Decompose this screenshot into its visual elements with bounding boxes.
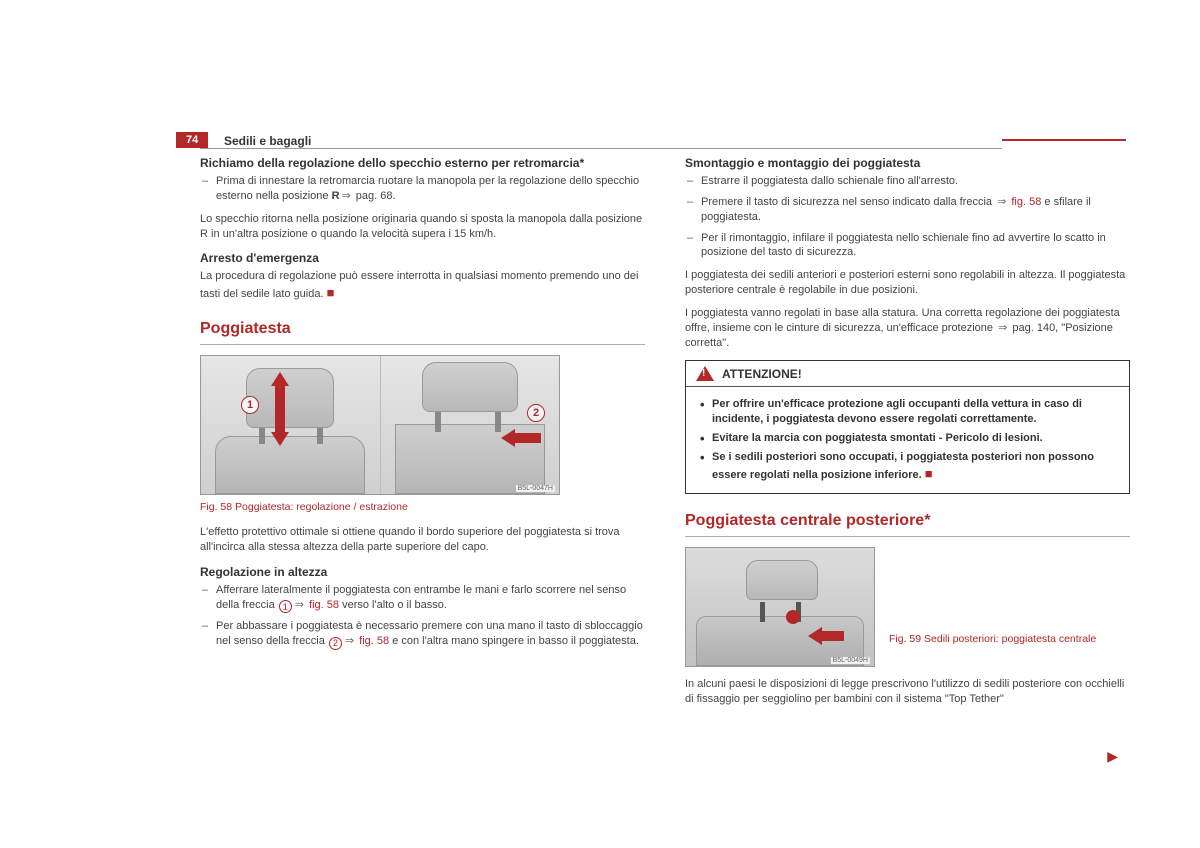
paragraph: In alcuni paesi le disposizioni di legge… — [685, 677, 1130, 707]
text: La procedura di regolazione può essere i… — [200, 270, 638, 300]
paragraph: La procedura di regolazione può essere i… — [200, 269, 645, 302]
warning-label: ATTENZIONE! — [722, 367, 802, 381]
callout-ref-2: 2 — [329, 637, 342, 650]
list-item: Per offrire un'efficace protezione agli … — [696, 397, 1119, 427]
section-heading: Poggiatesta — [200, 320, 645, 338]
figure-ref: fig. 58 — [306, 599, 339, 611]
list-item: Per abbassare i poggiatesta è necessario… — [200, 619, 645, 649]
figure-58: 1 2 B5L-0047H — [200, 355, 560, 495]
image-code: B5L-0049H — [831, 657, 870, 664]
list: Estrarre il poggiatesta dallo schienale … — [685, 174, 1130, 260]
list-item: Se i sedili posteriori sono occupati, i … — [696, 450, 1119, 483]
continue-arrow-icon: ▶ — [1107, 748, 1118, 765]
page-ref-arrow-icon: ⇒ — [996, 322, 1009, 334]
headrest-shape — [746, 560, 818, 600]
header-rule — [200, 148, 1002, 149]
figure-ref: fig. 58 — [356, 635, 389, 647]
page-ref-arrow-icon: ⇒ — [293, 599, 306, 611]
list-item: Premere il tasto di sicurezza nel senso … — [685, 195, 1130, 225]
paragraph: I poggiatesta dei sedili anteriori e pos… — [685, 268, 1130, 298]
text: verso l'alto o il basso. — [339, 599, 447, 611]
paragraph: L'effetto protettivo ottimale si ottiene… — [200, 525, 645, 555]
headrest-post — [495, 410, 501, 432]
page-ref-arrow-icon: ⇒ — [995, 196, 1008, 208]
subheading: Regolazione in altezza — [200, 565, 645, 579]
text: Se i sedili posteriori sono occupati, i … — [712, 451, 1094, 481]
list: Afferrare lateralmente il poggiatesta co… — [200, 583, 645, 650]
arrow-horizontal-icon — [810, 628, 844, 644]
header-accent-bar — [1002, 139, 1126, 141]
right-column: Smontaggio e montaggio dei poggiatesta E… — [685, 156, 1130, 714]
left-column: Richiamo della regolazione dello specchi… — [200, 156, 645, 714]
paragraph: Lo specchio ritorna nella posizione orig… — [200, 212, 645, 242]
list-item: Estrarre il poggiatesta dallo schienale … — [685, 174, 1130, 189]
headrest-post — [760, 602, 765, 622]
list-item: Evitare la marcia con poggiatesta smonta… — [696, 431, 1119, 446]
section-heading: Poggiatesta centrale posteriore* — [685, 512, 1130, 530]
warning-body: Per offrire un'efficace protezione agli … — [686, 387, 1129, 492]
headrest-shape — [246, 368, 334, 428]
list-item: Prima di innestare la retromarcia ruotar… — [200, 174, 645, 204]
figure-panel: 1 — [201, 356, 381, 494]
page-header: 74 Sedili e bagagli — [0, 132, 1126, 148]
subheading: Arresto d'emergenza — [200, 251, 645, 265]
text: Premere il tasto di sicurezza nel senso … — [701, 196, 995, 208]
figure-59: B5L-0049H — [685, 547, 875, 667]
figure-ref: fig. 58 — [1008, 196, 1041, 208]
list-item: Afferrare lateralmente il poggiatesta co… — [200, 583, 645, 613]
text: Prima di innestare la retromarcia ruotar… — [216, 175, 639, 202]
warning-title: ATTENZIONE! — [686, 361, 1129, 387]
section-rule — [685, 536, 1130, 537]
image-code: B5L-0047H — [516, 485, 555, 492]
figure-panel: 2 B5L-0047H — [381, 356, 560, 494]
page-ref: pag. 68. — [353, 190, 396, 202]
text: e con l'altra mano spingere in basso il … — [389, 635, 639, 647]
headrest-shape — [422, 362, 518, 412]
page-ref-arrow-icon: ⇒ — [343, 635, 356, 647]
arrow-horizontal-icon — [503, 430, 541, 446]
list: Prima di innestare la retromarcia ruotar… — [200, 174, 645, 204]
headrest-post — [435, 410, 441, 432]
figure-59-row: B5L-0049H Fig. 59 Sedili posteriori: pog… — [685, 547, 1130, 667]
callout-ref-1: 1 — [279, 600, 292, 613]
warning-list: Per offrire un'efficace protezione agli … — [696, 397, 1119, 482]
list-item: Per il rimontaggio, infilare il poggiate… — [685, 231, 1130, 261]
section-end-icon: ■ — [327, 285, 335, 300]
page-number-tab: 74 — [176, 132, 208, 148]
section-rule — [200, 344, 645, 345]
warning-box: ATTENZIONE! Per offrire un'efficace prot… — [685, 360, 1130, 493]
release-button — [786, 610, 800, 624]
arrow-vertical-icon — [271, 374, 289, 444]
page-body: Richiamo della regolazione dello specchi… — [0, 0, 1200, 754]
page-ref-arrow-icon: ⇒ — [340, 190, 353, 202]
callout-2: 2 — [527, 404, 545, 422]
subheading: Richiamo della regolazione dello specchi… — [200, 156, 645, 170]
paragraph: I poggiatesta vanno regolati in base all… — [685, 306, 1130, 351]
subheading: Smontaggio e montaggio dei poggiatesta — [685, 156, 1130, 170]
warning-triangle-icon — [696, 366, 714, 381]
seat-back-shape — [215, 436, 365, 494]
figure-caption: Fig. 59 Sedili posteriori: poggiatesta c… — [889, 547, 1130, 645]
symbol-r: R — [332, 190, 340, 202]
section-end-icon: ■ — [925, 466, 933, 481]
chapter-title: Sedili e bagagli — [224, 134, 311, 148]
figure-caption: Fig. 58 Poggiatesta: regolazione / estra… — [200, 501, 645, 513]
callout-1: 1 — [241, 396, 259, 414]
